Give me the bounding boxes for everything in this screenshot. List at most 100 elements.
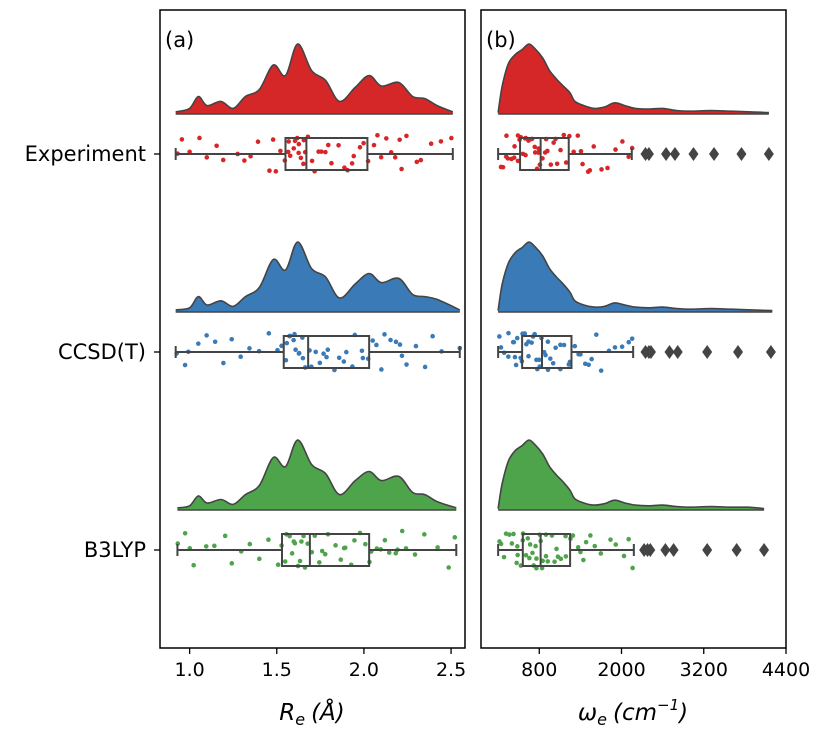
data-point xyxy=(422,364,428,370)
data-point xyxy=(179,137,185,142)
panel-a-xtick-label: 1.5 xyxy=(262,659,292,681)
outlier-marker xyxy=(763,147,774,161)
outlier-marker xyxy=(660,543,671,557)
data-point xyxy=(212,339,218,345)
data-point xyxy=(296,141,302,147)
data-point xyxy=(587,168,593,173)
data-point xyxy=(289,551,295,556)
density-fill xyxy=(177,439,457,510)
data-point xyxy=(511,339,517,345)
data-point xyxy=(375,132,380,138)
outlier-marker xyxy=(709,147,720,161)
data-point xyxy=(547,356,553,361)
panel-a-frame xyxy=(159,9,466,649)
outlier-marker xyxy=(669,147,680,161)
panel-a-xlabel-sub: e xyxy=(295,710,305,729)
data-point xyxy=(620,139,625,144)
data-point xyxy=(613,542,619,547)
data-point xyxy=(278,148,283,154)
data-point xyxy=(319,149,324,154)
data-point xyxy=(247,346,252,351)
outlier-marker xyxy=(733,345,744,359)
data-point xyxy=(512,144,517,149)
data-point xyxy=(511,155,517,160)
data-point xyxy=(212,543,217,549)
data-point xyxy=(384,136,389,141)
data-point xyxy=(399,166,404,172)
data-point xyxy=(548,162,554,167)
density-fill xyxy=(498,44,769,114)
data-point xyxy=(605,165,610,171)
data-point xyxy=(561,132,567,138)
data-point xyxy=(550,360,556,366)
data-point xyxy=(613,147,618,152)
data-point xyxy=(551,140,556,145)
data-point xyxy=(449,135,454,141)
data-point xyxy=(591,144,597,149)
data-point xyxy=(291,146,297,151)
data-point xyxy=(630,565,635,571)
panel-b-series-ccsdt xyxy=(497,241,776,373)
panel-a-plot xyxy=(174,43,463,570)
data-point xyxy=(285,149,291,155)
panel-b-frame xyxy=(480,9,787,649)
panel-b-xtick-label: 3200 xyxy=(680,659,728,681)
data-point xyxy=(570,533,576,538)
data-point xyxy=(322,551,328,557)
data-point xyxy=(338,557,344,562)
data-point xyxy=(571,149,576,155)
panel-a-series-b3lyp xyxy=(175,439,458,570)
data-point xyxy=(399,353,405,359)
data-point xyxy=(629,336,635,341)
data-point xyxy=(341,359,347,364)
data-point xyxy=(301,161,306,167)
category-label-experiment: Experiment xyxy=(25,142,146,166)
data-point xyxy=(275,562,281,568)
data-point xyxy=(592,543,598,549)
data-point xyxy=(626,536,631,542)
data-point xyxy=(309,158,315,164)
outlier-marker xyxy=(702,543,713,557)
data-point xyxy=(563,160,569,165)
data-point xyxy=(279,343,284,349)
data-point xyxy=(293,347,298,353)
data-point xyxy=(273,169,279,174)
data-point xyxy=(621,553,627,559)
data-point xyxy=(248,153,253,159)
density-outline xyxy=(177,439,457,509)
data-point xyxy=(418,157,424,163)
data-point xyxy=(438,139,444,144)
panel-b-series-b3lyp xyxy=(497,439,770,571)
data-point xyxy=(586,362,591,368)
outlier-marker xyxy=(661,147,672,161)
data-point xyxy=(313,349,319,355)
data-point xyxy=(589,356,594,362)
data-point xyxy=(563,554,569,559)
panel-b-plot xyxy=(497,43,776,571)
data-point xyxy=(507,532,512,537)
data-point xyxy=(222,533,228,539)
data-point xyxy=(619,344,625,349)
data-point xyxy=(399,528,405,534)
outlier-marker xyxy=(645,543,656,557)
data-point xyxy=(530,550,535,556)
density-outline xyxy=(497,439,765,510)
data-point xyxy=(317,560,322,565)
panel-b-xlabel: ωe (cm−1) xyxy=(578,696,688,729)
data-point xyxy=(525,536,531,541)
data-point xyxy=(388,337,393,343)
data-point xyxy=(393,339,399,345)
data-point xyxy=(187,149,192,155)
panel-a-series-ccsdt xyxy=(174,241,463,373)
data-point xyxy=(498,541,504,547)
data-point xyxy=(506,330,511,336)
data-point xyxy=(266,537,271,543)
outlier-marker xyxy=(664,345,675,359)
data-point xyxy=(435,545,440,550)
data-point xyxy=(558,147,563,153)
density-fill xyxy=(175,43,453,114)
panel-b-xtick-label: 2000 xyxy=(597,659,645,681)
data-point xyxy=(229,336,235,342)
data-point xyxy=(305,541,310,546)
data-point xyxy=(266,331,272,336)
